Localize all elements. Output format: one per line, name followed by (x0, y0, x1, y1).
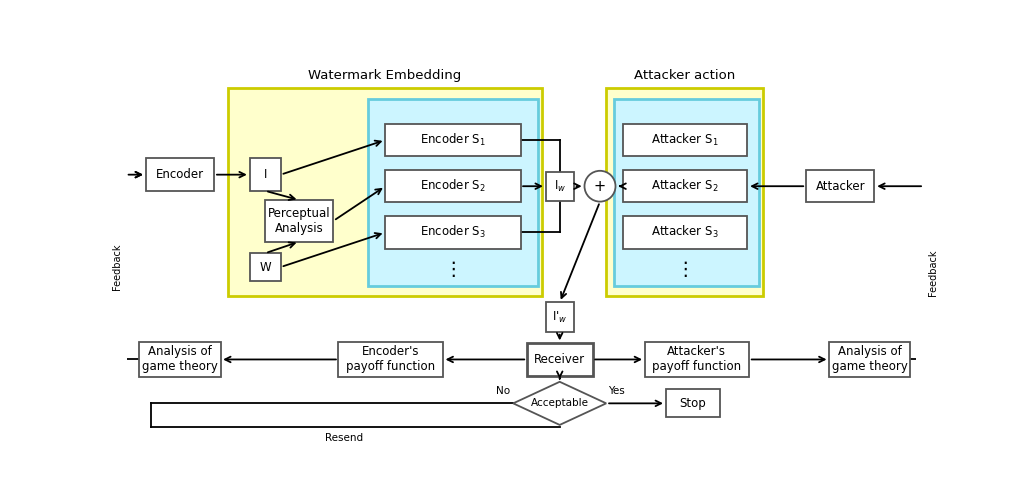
Text: ⋮: ⋮ (443, 260, 462, 279)
Text: Attacker action: Attacker action (634, 69, 735, 82)
Text: Resend: Resend (325, 433, 363, 443)
Bar (526, 343, 592, 376)
Text: Encoder S$_3$: Encoder S$_3$ (419, 224, 486, 241)
Bar (546, 172, 574, 201)
Text: ⋮: ⋮ (676, 260, 695, 279)
Text: Encoder S$_1$: Encoder S$_1$ (419, 132, 486, 148)
Text: I: I (264, 168, 267, 181)
Text: Encoder's
payoff function: Encoder's payoff function (346, 346, 436, 374)
Bar (367, 99, 538, 286)
Bar (623, 124, 747, 156)
Text: W: W (260, 261, 271, 274)
Text: Attacker: Attacker (815, 180, 865, 193)
Bar (606, 88, 762, 296)
Text: +: + (593, 178, 606, 194)
Text: Stop: Stop (680, 397, 706, 410)
Bar (266, 200, 334, 242)
Text: Encoder: Encoder (156, 168, 204, 181)
Bar (614, 99, 758, 286)
Bar (385, 124, 520, 156)
Bar (139, 342, 221, 377)
Text: Perceptual
Analysis: Perceptual Analysis (268, 207, 331, 235)
Text: I$_w$: I$_w$ (554, 178, 566, 194)
Bar (146, 158, 214, 191)
Text: Attacker S$_2$: Attacker S$_2$ (652, 178, 719, 194)
Text: Watermark Embedding: Watermark Embedding (308, 69, 461, 82)
Circle shape (584, 171, 616, 202)
Bar (249, 253, 281, 281)
Bar (623, 216, 747, 248)
Bar (228, 88, 542, 296)
Bar (806, 170, 874, 203)
Text: Encoder S$_2$: Encoder S$_2$ (419, 178, 486, 194)
Bar (666, 389, 720, 417)
Text: Attacker S$_1$: Attacker S$_1$ (652, 132, 719, 148)
Text: Attacker's
payoff function: Attacker's payoff function (653, 346, 741, 374)
Bar (644, 342, 749, 377)
Bar (829, 342, 910, 377)
Text: Feedback: Feedback (112, 244, 122, 290)
Text: Acceptable: Acceptable (530, 398, 588, 408)
Bar (623, 170, 747, 203)
Text: Feedback: Feedback (927, 249, 938, 296)
Bar (249, 158, 281, 191)
Bar (385, 216, 520, 248)
Text: Analysis of
game theory: Analysis of game theory (832, 346, 908, 374)
Text: No: No (496, 386, 510, 396)
Bar (546, 303, 574, 332)
Text: Analysis of
game theory: Analysis of game theory (143, 346, 218, 374)
Text: Receiver: Receiver (534, 353, 585, 366)
Text: Attacker S$_3$: Attacker S$_3$ (652, 224, 719, 241)
Bar (385, 170, 520, 203)
Bar (338, 342, 443, 377)
Text: Yes: Yes (609, 386, 625, 396)
Text: I$'_w$: I$'_w$ (552, 310, 567, 325)
Polygon shape (513, 382, 606, 425)
